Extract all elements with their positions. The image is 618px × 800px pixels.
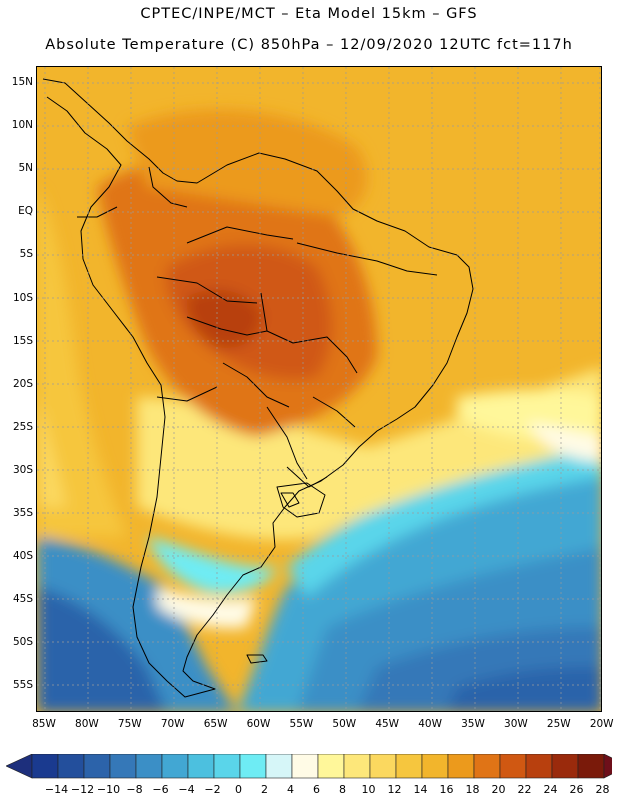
lon-label: 85W <box>32 718 56 730</box>
colorbar-swatch <box>473 754 501 779</box>
colorbar-tick-label: 12 <box>387 783 402 796</box>
lon-label: 80W <box>75 718 99 730</box>
colorbar-swatch <box>499 754 527 779</box>
lat-label: 10N <box>11 119 33 132</box>
lon-label: 25W <box>546 718 571 730</box>
lon-label: 35W <box>461 718 485 730</box>
lat-label: 40S <box>12 550 33 563</box>
colorbar-tick-label: 14 <box>413 783 428 796</box>
colorbar-tick-label: −6 <box>152 783 169 796</box>
lat-label: 15N <box>11 76 33 88</box>
lon-label: 20W <box>589 718 614 730</box>
colorbar-tick-label: −2 <box>204 783 221 796</box>
colorbar-swatch <box>421 754 449 779</box>
colorbar-tick-label: 20 <box>491 783 506 796</box>
colorbar-tick-label: 8 <box>339 783 346 796</box>
lat-label: EQ <box>18 205 33 218</box>
lat-label: 25S <box>12 420 33 433</box>
colorbar-swatch <box>577 754 605 779</box>
temperature-field <box>37 109 601 711</box>
lat-label: 45S <box>12 593 33 606</box>
colorbar-tick-label: −14 <box>44 783 69 796</box>
lat-label: 20S <box>12 377 33 390</box>
colorbar-tick-label: 18 <box>465 783 480 796</box>
colorbar-tick-label: 6 <box>313 783 320 796</box>
colorbar-overflow-arrow <box>603 754 612 779</box>
colorbar-swatch <box>83 754 111 779</box>
colorbar-swatch <box>265 754 293 779</box>
colorbar-tick-label: 22 <box>517 783 532 796</box>
colorbar-swatch <box>109 754 137 779</box>
lat-label: 50S <box>12 636 33 649</box>
lat-label: 5N <box>18 162 33 175</box>
colorbar-tick-label: 16 <box>439 783 454 796</box>
colorbar-tick-label: 24 <box>543 783 558 796</box>
colorbar-tick-label: −12 <box>70 783 95 796</box>
title-line-2: Absolute Temperature (C) 850hPa – 12/09/… <box>45 37 573 53</box>
colorbar-swatch <box>291 754 319 779</box>
lat-label: 15S <box>12 334 33 347</box>
colorbar-tick-label: 28 <box>595 783 610 796</box>
colorbar-tick-label: −10 <box>96 783 121 796</box>
lat-label: 35S <box>12 507 33 519</box>
lon-label: 45W <box>375 718 400 730</box>
colorbar-tick-label: 10 <box>361 783 376 796</box>
colorbar-swatch <box>343 754 371 779</box>
colorbar-tick-label: −4 <box>178 783 195 796</box>
colorbar-swatch <box>135 754 163 779</box>
colorbar-swatch <box>31 754 59 779</box>
colorbar-swatch <box>213 754 241 779</box>
colorbar-swatch <box>369 754 397 779</box>
lon-label: 75W <box>117 718 142 730</box>
lat-label: 55S <box>12 679 33 692</box>
colorbar-swatch <box>525 754 553 779</box>
colorbar-underflow-arrow <box>6 754 33 779</box>
lon-label: 70W <box>160 718 185 730</box>
lon-label: 65W <box>203 718 228 730</box>
lat-label: 30S <box>12 463 33 476</box>
colorbar-swatch <box>447 754 475 779</box>
colorbar-swatch <box>187 754 215 779</box>
lon-label: 50W <box>332 718 357 730</box>
colorbar-swatch <box>161 754 189 779</box>
colorbar-swatch <box>239 754 267 779</box>
colorbar-swatch <box>551 754 579 779</box>
colorbar-tick-label: 26 <box>569 783 584 796</box>
colorbar-swatch <box>317 754 345 779</box>
lat-label: 10S <box>12 291 33 304</box>
lat-label: 5S <box>19 248 33 261</box>
title-line-1: CPTEC/INPE/MCT – Eta Model 15km – GFS <box>140 6 478 22</box>
lon-label: 60W <box>246 718 271 730</box>
grid-lines <box>37 67 601 711</box>
colorbar-swatch <box>57 754 85 779</box>
colorbar-tick-label: 4 <box>287 783 294 796</box>
lon-label: 30W <box>504 718 528 730</box>
colorbar-swatch <box>395 754 423 779</box>
lon-label: 40W <box>418 718 442 730</box>
colorbar <box>6 754 612 779</box>
lon-label: 55W <box>289 718 314 730</box>
colorbar-tick-label: 0 <box>235 783 242 796</box>
temperature-map <box>36 66 602 712</box>
coastlines <box>42 78 474 698</box>
colorbar-tick-label: −8 <box>126 783 143 796</box>
colorbar-tick-label: 2 <box>261 783 268 796</box>
